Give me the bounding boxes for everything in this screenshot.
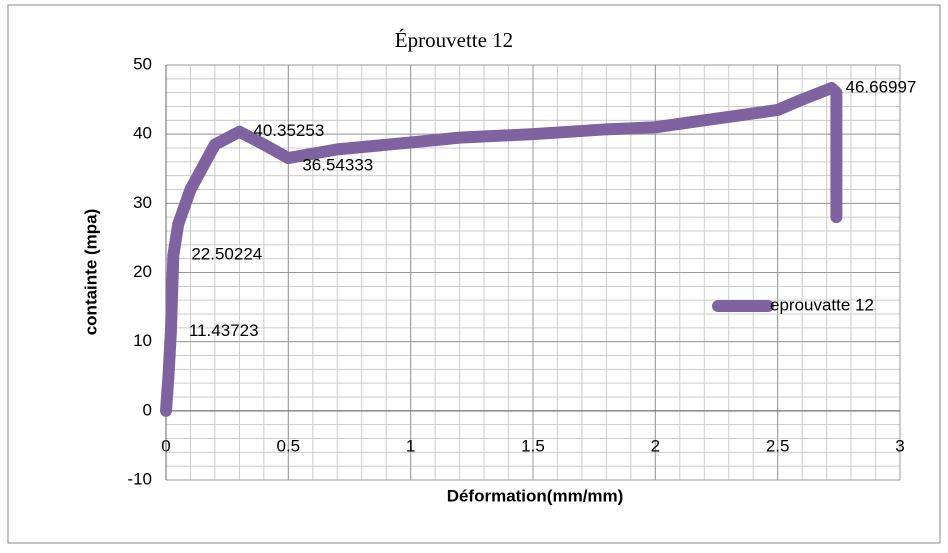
x-tick-label: 1.5 bbox=[521, 436, 545, 455]
data-label: 46.66997 bbox=[845, 78, 916, 97]
chart-title: Éprouvette 12 bbox=[395, 28, 513, 52]
data-label: 22.50224 bbox=[191, 245, 262, 264]
x-tick-label: 0.5 bbox=[277, 436, 301, 455]
y-tick-label: 40 bbox=[133, 124, 152, 143]
x-axis-label: Déformation(mm/mm) bbox=[447, 486, 624, 505]
x-tick-label: 3 bbox=[895, 436, 904, 455]
data-label: 40.35253 bbox=[253, 121, 324, 140]
y-tick-label: 0 bbox=[143, 400, 152, 419]
data-label: 36.54333 bbox=[302, 156, 373, 175]
legend-label: eprouvatte 12 bbox=[770, 295, 874, 314]
data-line bbox=[160, 82, 843, 417]
x-tick-label: 1 bbox=[406, 436, 415, 455]
y-tick-label: 50 bbox=[133, 54, 152, 73]
x-tick-label: 2 bbox=[651, 436, 660, 455]
y-tick-label: 20 bbox=[133, 262, 152, 281]
x-tick-label: 2.5 bbox=[766, 436, 790, 455]
y-tick-label: 10 bbox=[133, 331, 152, 350]
y-axis-label: containte (mpa) bbox=[81, 209, 100, 336]
data-label: 11.43723 bbox=[189, 321, 259, 340]
y-tick-label: 30 bbox=[133, 193, 152, 212]
y-tick-label: -10 bbox=[127, 469, 152, 488]
chart-border bbox=[7, 4, 941, 544]
